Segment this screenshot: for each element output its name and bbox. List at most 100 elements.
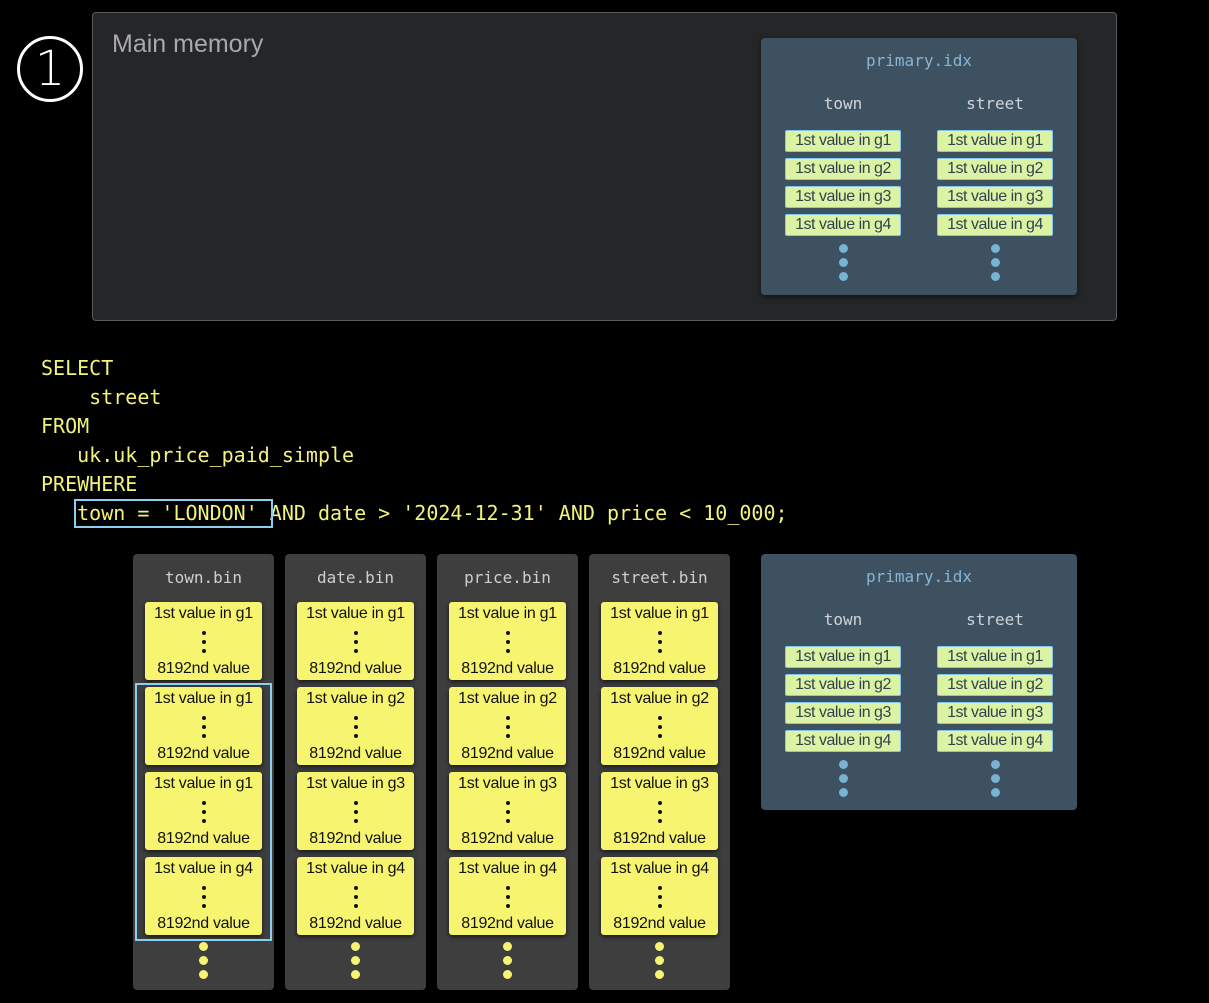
primary-index-on-disk: primary.idx town 1st value in g1 1st value … [761, 554, 1077, 810]
index-mark: 1st value in g2 [785, 674, 901, 696]
granule-last-value: 8192nd value [157, 915, 250, 932]
step-number-badge: 1 [17, 36, 83, 102]
ellipsis-dot [503, 970, 512, 979]
vertical-ellipsis-dot [354, 631, 358, 635]
vertical-ellipsis-dot [506, 904, 510, 908]
vertical-ellipsis-dot [202, 904, 206, 908]
ellipsis-dot [838, 272, 848, 281]
main-memory-title: Main memory [112, 30, 264, 58]
highlighted-condition: town = 'LONDON' [77, 501, 258, 525]
vertical-ellipsis-dot [202, 819, 206, 823]
vertical-ellipsis-dot [658, 810, 662, 814]
granule-first-value: 1st value in g4 [306, 860, 405, 877]
vertical-ellipsis-dot [202, 631, 206, 635]
vertical-ellipsis-dot [202, 895, 206, 899]
index-mark: 1st value in g1 [785, 130, 901, 152]
vertical-ellipsis-dot [658, 734, 662, 738]
vertical-ellipsis-dot [202, 886, 206, 890]
vertical-ellipsis-dot [506, 640, 510, 644]
granule: 1st value in g4 8192nd value [449, 857, 566, 935]
index-mark: 1st value in g4 [937, 730, 1053, 752]
granule: 1st value in g3 8192nd value [297, 772, 414, 850]
index-column-header: town [823, 94, 863, 113]
index-mark: 1st value in g2 [937, 158, 1053, 180]
index-mark: 1st value in g1 [785, 646, 901, 668]
vertical-ellipsis-dot [354, 640, 358, 644]
granule-last-value: 8192nd value [613, 830, 706, 847]
index-mark: 1st value in g3 [937, 186, 1053, 208]
index-mark: 1st value in g3 [785, 702, 901, 724]
ellipsis-dot [351, 970, 360, 979]
sql-line: SELECT [41, 356, 114, 380]
granule-last-value: 8192nd value [461, 745, 554, 762]
granule-first-value: 1st value in g1 [610, 605, 709, 622]
granule-last-value: 8192nd value [461, 660, 554, 677]
bin-file-name: date.bin [316, 568, 395, 587]
vertical-ellipsis-dot [202, 649, 206, 653]
vertical-ellipsis-dot [354, 810, 358, 814]
granule-first-value: 1st value in g2 [458, 690, 557, 707]
granule: 1st value in g1 8192nd value [145, 687, 262, 765]
vertical-ellipsis-dot [506, 716, 510, 720]
vertical-ellipsis-dot [506, 734, 510, 738]
granule-first-value: 1st value in g2 [610, 690, 709, 707]
vertical-ellipsis-dot [658, 895, 662, 899]
vertical-ellipsis-dot [506, 895, 510, 899]
index-column-header: town [823, 610, 863, 629]
index-column-header: street [966, 610, 1024, 629]
column-file-date-bin: date.bin 1st value in g1 8192nd value 1st v… [285, 554, 426, 990]
index-mark: 1st value in g4 [785, 214, 901, 236]
index-mark: 1st value in g2 [937, 674, 1053, 696]
granule-first-value: 1st value in g4 [458, 860, 557, 877]
vertical-ellipsis-dot [658, 649, 662, 653]
vertical-ellipsis-dot [506, 631, 510, 635]
sql-line: street [41, 385, 162, 409]
granule-last-value: 8192nd value [461, 830, 554, 847]
granule: 1st value in g3 8192nd value [601, 772, 718, 850]
granule: 1st value in g4 8192nd value [297, 857, 414, 935]
vertical-ellipsis-dot [354, 801, 358, 805]
granule-last-value: 8192nd value [461, 915, 554, 932]
vertical-ellipsis-dot [354, 895, 358, 899]
vertical-ellipsis-dot [658, 716, 662, 720]
primary-index-in-memory: primary.idx town 1st value in g1 1st value … [761, 38, 1077, 295]
ellipsis-dot [838, 788, 848, 797]
vertical-ellipsis-dot [506, 810, 510, 814]
vertical-ellipsis-dot [202, 810, 206, 814]
ellipsis-dot [199, 970, 208, 979]
primary-index-title: primary.idx [866, 567, 972, 586]
granule-first-value: 1st value in g3 [306, 775, 405, 792]
column-file-town-bin: town.bin 1st value in g1 8192nd value 1st v… [133, 554, 274, 990]
ellipsis-dot [990, 788, 1000, 797]
vertical-ellipsis-dot [506, 725, 510, 729]
selected-granules-highlight [135, 683, 272, 941]
ellipsis-dot [838, 258, 848, 267]
granule-first-value: 1st value in g3 [458, 775, 557, 792]
primary-index-title: primary.idx [866, 51, 972, 70]
ellipsis-dot [990, 760, 1000, 769]
index-column-header: street [966, 94, 1024, 113]
ellipsis-dot [351, 956, 360, 965]
sql-line: FROM [41, 414, 90, 438]
vertical-ellipsis-dot [658, 801, 662, 805]
vertical-ellipsis-dot [202, 734, 206, 738]
index-mark: 1st value in g2 [785, 158, 901, 180]
granule: 1st value in g1 8192nd value [601, 602, 718, 680]
granule-last-value: 8192nd value [157, 745, 250, 762]
index-column-street: street 1st value in g1 1st value in g2 1st … [925, 94, 1065, 281]
ellipsis-dot [990, 774, 1000, 783]
granule-last-value: 8192nd value [309, 660, 402, 677]
granule-first-value: 1st value in g1 [154, 605, 253, 622]
ellipsis-dot [655, 942, 664, 951]
vertical-ellipsis-dot [202, 725, 206, 729]
vertical-ellipsis-dot [658, 640, 662, 644]
granule: 1st value in g2 8192nd value [601, 687, 718, 765]
granule-last-value: 8192nd value [613, 660, 706, 677]
vertical-ellipsis-dot [354, 734, 358, 738]
granule: 1st value in g1 8192nd value [449, 602, 566, 680]
granule: 1st value in g1 8192nd value [145, 602, 262, 680]
vertical-ellipsis-dot [658, 904, 662, 908]
ellipsis-dot [838, 774, 848, 783]
granule-first-value: 1st value in g1 [154, 775, 253, 792]
ellipsis-dot [655, 956, 664, 965]
